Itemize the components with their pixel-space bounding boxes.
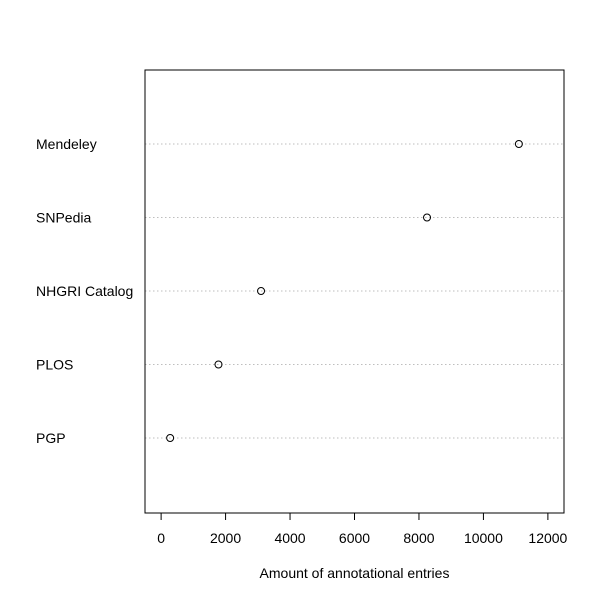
category-label: PGP bbox=[36, 430, 66, 446]
x-tick-label: 0 bbox=[157, 530, 165, 546]
data-point bbox=[257, 287, 266, 295]
data-point bbox=[214, 360, 223, 369]
x-tick-label: 12000 bbox=[528, 530, 567, 546]
data-point bbox=[166, 434, 175, 442]
category-label: Mendeley bbox=[36, 136, 97, 152]
category-label: PLOS bbox=[36, 357, 73, 373]
x-axis-label: Amount of annotational entries bbox=[260, 565, 450, 581]
x-axis: 0 2000 4000 6000 8000 10000 12000 bbox=[157, 512, 568, 546]
guide-lines bbox=[145, 143, 564, 439]
x-tick-label: 8000 bbox=[403, 530, 434, 546]
x-tick-label: 4000 bbox=[274, 530, 305, 546]
category-labels: Mendeley SNPedia NHGRI Catalog PLOS PGP bbox=[36, 136, 133, 446]
category-label: NHGRI Catalog bbox=[36, 283, 133, 299]
category-label: SNPedia bbox=[36, 210, 91, 226]
x-tick-label: 2000 bbox=[210, 530, 241, 546]
data-point bbox=[423, 213, 432, 222]
data-point bbox=[514, 140, 523, 148]
x-tick-label: 10000 bbox=[464, 530, 503, 546]
data-points bbox=[166, 140, 523, 442]
x-tick-label: 6000 bbox=[339, 530, 370, 546]
